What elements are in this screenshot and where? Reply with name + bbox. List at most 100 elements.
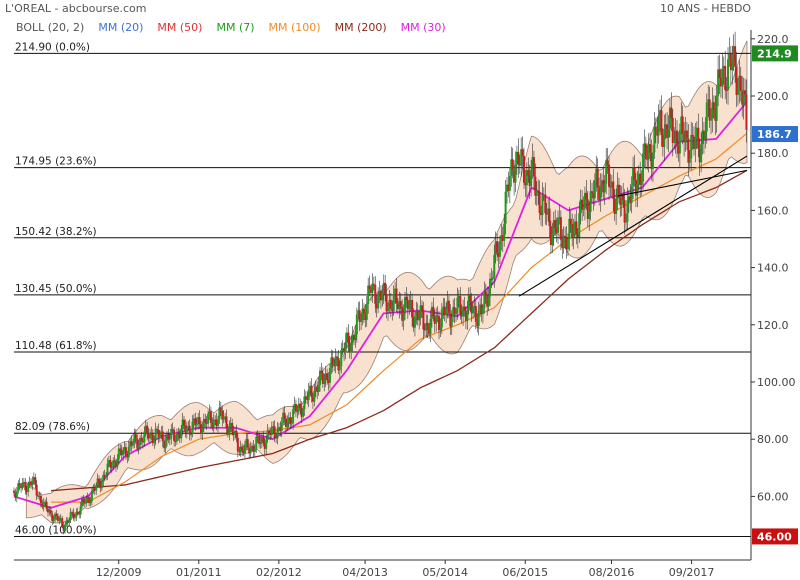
candle-body-480 xyxy=(693,136,696,149)
legend-item-0: BOLL (20, 2) xyxy=(16,21,85,34)
candle-body-344 xyxy=(500,235,503,241)
candle-body-514 xyxy=(741,90,744,105)
candle-body-400 xyxy=(579,199,582,214)
candle-body-221 xyxy=(326,373,329,380)
candle-body-41 xyxy=(71,512,74,514)
candle-body-421 xyxy=(609,186,612,188)
candle-body-111 xyxy=(170,428,173,439)
candle-body-466 xyxy=(673,140,676,143)
candle-body-364 xyxy=(528,175,531,187)
candle-body-381 xyxy=(552,220,555,235)
candle-body-116 xyxy=(177,433,180,435)
candle-body-359 xyxy=(521,149,524,157)
candle-body-226 xyxy=(333,364,336,367)
candle-body-178 xyxy=(265,439,268,449)
candle-body-496 xyxy=(715,96,718,121)
candle-body-460 xyxy=(664,124,667,129)
candle-body-275 xyxy=(402,313,405,321)
candle-body-459 xyxy=(663,128,666,148)
candle-body-207 xyxy=(306,397,309,400)
candle-body-11 xyxy=(28,481,31,484)
candle-body-53 xyxy=(88,497,91,504)
candle-body-78 xyxy=(123,447,126,450)
candle-body-437 xyxy=(632,167,635,187)
candle-body-391 xyxy=(566,239,569,250)
legend-item-1: MM (20) xyxy=(98,21,144,34)
candle-body-441 xyxy=(637,173,640,184)
candle-body-372 xyxy=(540,212,543,216)
candle-body-436 xyxy=(630,186,633,203)
candle-body-427 xyxy=(617,184,620,198)
candle-body-502 xyxy=(724,65,727,90)
candle-body-159 xyxy=(238,451,241,453)
candle-body-426 xyxy=(616,184,619,199)
candle-body-353 xyxy=(513,169,516,183)
candle-body-470 xyxy=(678,130,681,154)
candle-body-362 xyxy=(525,170,528,186)
candle-body-232 xyxy=(341,348,344,351)
candle-body-503 xyxy=(725,89,728,91)
candle-body-20 xyxy=(41,503,44,508)
legend-item-5: MM (200) xyxy=(334,21,387,34)
candle-body-223 xyxy=(328,367,331,383)
candle-body-63 xyxy=(102,474,105,482)
candle-body-342 xyxy=(497,252,500,257)
candle-body-199 xyxy=(294,403,297,412)
candle-body-451 xyxy=(651,152,654,169)
candle-body-100 xyxy=(154,428,157,440)
candle-body-273 xyxy=(399,301,402,307)
candle-body-407 xyxy=(589,191,592,212)
candle-body-99 xyxy=(153,439,156,444)
candle-body-347 xyxy=(504,191,507,224)
candle-body-272 xyxy=(398,301,401,310)
candle-body-340 xyxy=(494,241,497,255)
candle-body-234 xyxy=(344,341,347,353)
candle-body-320 xyxy=(466,310,469,321)
trendline-1 xyxy=(617,169,748,197)
candle-body-240 xyxy=(353,334,356,341)
candle-body-485 xyxy=(700,144,703,163)
candle-body-505 xyxy=(728,53,731,60)
candle-body-494 xyxy=(712,102,715,111)
y-tick-label-8: 60.00 xyxy=(757,490,789,503)
candle-body-127 xyxy=(192,418,195,422)
candle-body-50 xyxy=(83,501,86,504)
candle-body-328 xyxy=(477,310,480,327)
candle-body-333 xyxy=(484,291,487,295)
candle-body-21 xyxy=(42,502,45,508)
candle-body-74 xyxy=(117,448,120,460)
candle-body-495 xyxy=(714,110,717,121)
candle-body-90 xyxy=(140,437,143,441)
candle-body-463 xyxy=(668,107,671,129)
candle-body-396 xyxy=(574,221,577,230)
candle-body-187 xyxy=(277,427,280,429)
candle-body-484 xyxy=(698,148,701,163)
candle-body-3 xyxy=(17,483,20,492)
candle-body-439 xyxy=(634,179,637,196)
candle-body-383 xyxy=(555,228,558,233)
candle-body-283 xyxy=(413,316,416,328)
candle-body-473 xyxy=(683,134,686,143)
candle-body-168 xyxy=(251,445,254,448)
candle-body-286 xyxy=(418,318,421,321)
candle-body-326 xyxy=(474,306,477,322)
candle-body-204 xyxy=(302,409,305,417)
candle-body-435 xyxy=(629,196,632,203)
candle-body-316 xyxy=(460,312,463,317)
candle-body-31 xyxy=(56,516,59,521)
candle-body-112 xyxy=(171,428,174,430)
bollinger-band xyxy=(25,40,748,524)
price-badge-1 xyxy=(752,126,798,143)
candle-body-239 xyxy=(351,334,354,343)
candle-body-433 xyxy=(626,200,629,222)
candle-body-259 xyxy=(379,290,382,301)
candle-body-33 xyxy=(59,518,62,520)
candle-body-215 xyxy=(317,384,320,392)
candle-body-513 xyxy=(739,75,742,91)
candle-body-430 xyxy=(622,194,625,201)
candle-body-302 xyxy=(440,309,443,328)
candle-body-512 xyxy=(738,75,741,88)
candle-body-51 xyxy=(85,498,88,504)
candle-body-446 xyxy=(644,143,647,160)
candle-body-0 xyxy=(13,490,15,493)
